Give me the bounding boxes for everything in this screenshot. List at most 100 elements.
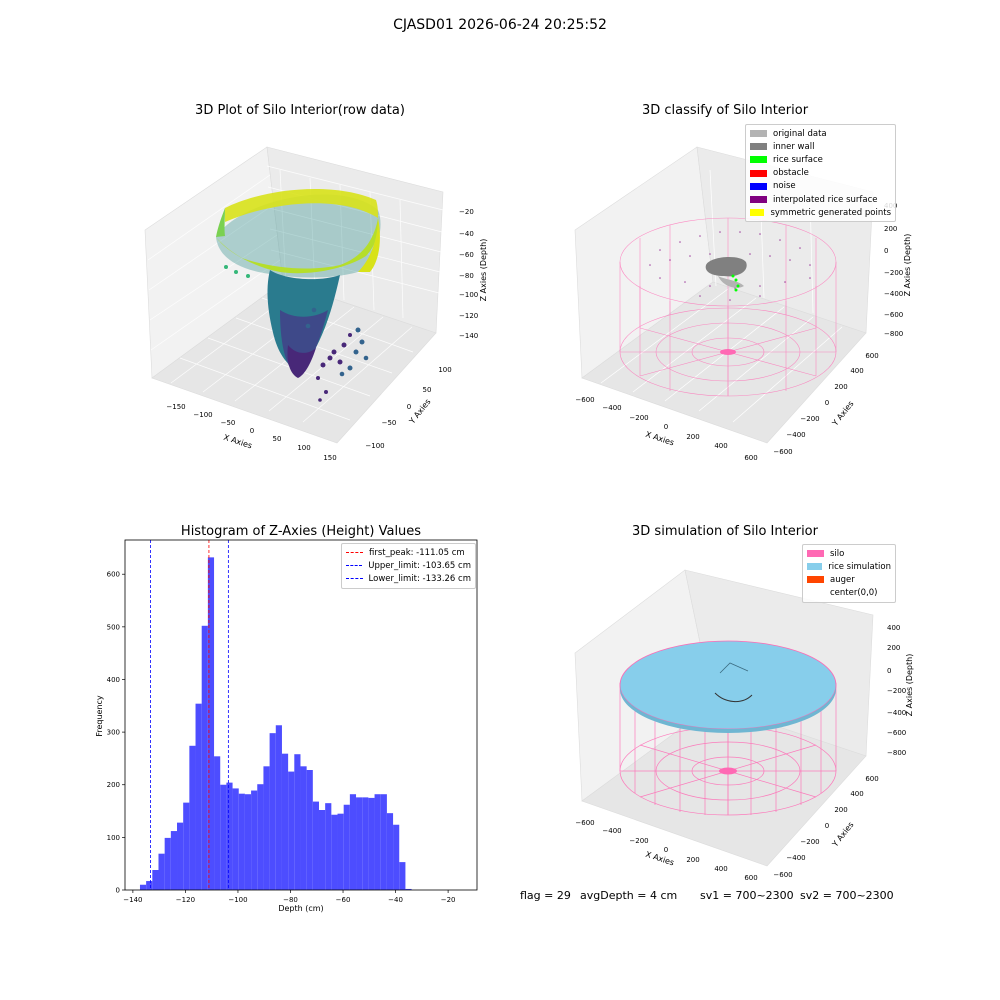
classify-plot-title: 3D classify of Silo Interior [641,103,809,118]
histogram-y-tick-label: 100 [107,834,120,842]
raw-xtick: 150 [323,454,336,460]
legend-label: rice simulation [828,561,891,572]
simulation-ylabel: Y Axies [830,820,856,849]
raw-ztick: −20 [459,208,474,216]
info-flag: flag = 29 [520,889,571,902]
simulation-ytick: 600 [865,775,878,783]
simulation-xtick: 200 [686,856,699,864]
classify-ztick: −600 [884,311,903,319]
classify-3d-plot: −600 −400 −200 0 200 400 600 −600 −400 −… [574,146,912,460]
histogram-xlabel: Depth (cm) [278,904,323,913]
legend-label: inner wall [773,141,815,152]
raw-3d-plot: −150 −100 −50 0 50 100 150 −100 −50 0 50… [144,146,488,460]
histogram-bar [177,822,184,890]
histogram-y-tick-label: 400 [107,676,120,684]
classify-ytick: 0 [825,399,829,407]
raw-ylabel: Y Axies [407,397,433,426]
histogram-bar [220,784,227,890]
legend-label: interpolated rice surface [773,194,878,205]
simulation-xtick: −600 [575,819,594,827]
histogram-bar [399,862,406,890]
classify-ytick: 400 [850,367,863,375]
simulation-ztick: −800 [887,749,906,757]
histogram-bar [325,803,332,890]
raw-xtick: −50 [221,419,236,427]
simulation-zlabel: Z Axies (Depth) [905,654,914,717]
simulation-xtick: 600 [744,874,757,882]
classify-xtick: 0 [664,423,668,431]
legend-label: noise [773,181,796,192]
raw-xtick: 50 [273,435,282,443]
simulation-ztick: 0 [887,667,891,675]
histogram-bar [312,801,319,890]
histogram-bar [386,813,394,890]
histogram-bar [362,797,369,890]
legend-label: silo [830,548,845,559]
legend-label: obstacle [773,168,809,179]
simulation-xtick: −200 [629,837,648,845]
classify-ztick: −800 [884,330,903,338]
legend-entry: first_peak: -111.05 cm [346,546,471,559]
legend-label: first_peak: -111.05 cm [369,547,465,558]
legend-entry: center(0,0) [807,587,891,600]
histogram-x-tick-label: −100 [228,896,247,904]
histogram-x-ticks: −140 −120 −100 −80 −60 −40 −20 [123,890,455,904]
classify-xtick: 600 [744,454,757,460]
raw-ztick: −40 [459,230,474,238]
raw-xlabel: X Axies [222,433,253,451]
raw-ztick: −140 [459,332,478,340]
legend-swatch [750,196,767,204]
classify-xtick: 400 [714,442,727,450]
classify-ytick: −600 [773,448,792,456]
histogram-x-tick-label: −60 [336,896,351,904]
histogram-y-tick-label: 0 [116,887,120,895]
simulation-ytick: 200 [834,806,847,814]
legend-swatch [750,130,767,138]
raw-xtick: −150 [166,403,185,411]
raw-zlabel: Z Axies (Depth) [479,239,488,302]
histogram-bar [318,810,326,890]
legend-label: symmetric generated points [770,207,891,218]
histogram-bar [349,794,357,890]
raw-ytick: −100 [365,442,384,450]
histogram-chart: −140 −120 −100 −80 −60 −40 −20 0 100 200 300 400 50… [95,539,478,913]
histogram-bar [288,771,295,890]
classify-ytick: −400 [786,431,805,439]
legend-entry: Lower_limit: -133.26 cm [346,572,471,585]
legend-swatch [750,209,765,217]
classify-xlabel: X Axies [644,430,675,448]
histogram-bar [380,794,387,890]
legend-swatch [807,563,823,571]
histogram-bar [152,870,159,890]
classify-xtick: −400 [602,404,621,412]
legend-label: Lower_limit: -133.26 cm [368,573,471,584]
raw-ztick: −60 [459,251,474,259]
legend-entry: silo [807,547,891,560]
raw-point-cloud [216,188,381,402]
raw-xtick: −100 [193,411,212,419]
histogram-bar [226,782,233,890]
histogram-bar [263,766,270,890]
classify-xtick: 200 [686,433,699,441]
legend-label: rice surface [773,154,823,165]
histogram-bar [214,756,221,890]
histogram-bar [337,813,344,890]
legend-entry: auger [807,573,891,586]
histogram-bar [189,745,196,890]
histogram-bar [251,790,258,890]
histogram-bar [393,824,400,890]
histogram-bar [374,794,381,890]
histogram-bar [294,754,301,890]
classify-ytick: 200 [834,383,847,391]
raw-xtick: 0 [250,427,254,435]
simulation-ztick: −600 [887,729,906,737]
histogram-y-ticks: 0 100 200 300 400 500 600 [107,571,125,895]
raw-ytick: 0 [407,403,411,411]
simulation-legend: silo rice simulation auger center(0,0) [802,544,896,603]
simulation-xlabel: X Axies [644,850,675,868]
histogram-x-tick-label: −40 [388,896,403,904]
classify-rice-surface [731,274,740,292]
histogram-y-tick-label: 500 [107,623,120,631]
histogram-bar [244,794,252,890]
classify-legend: original data inner wall rice surface ob… [745,124,896,223]
